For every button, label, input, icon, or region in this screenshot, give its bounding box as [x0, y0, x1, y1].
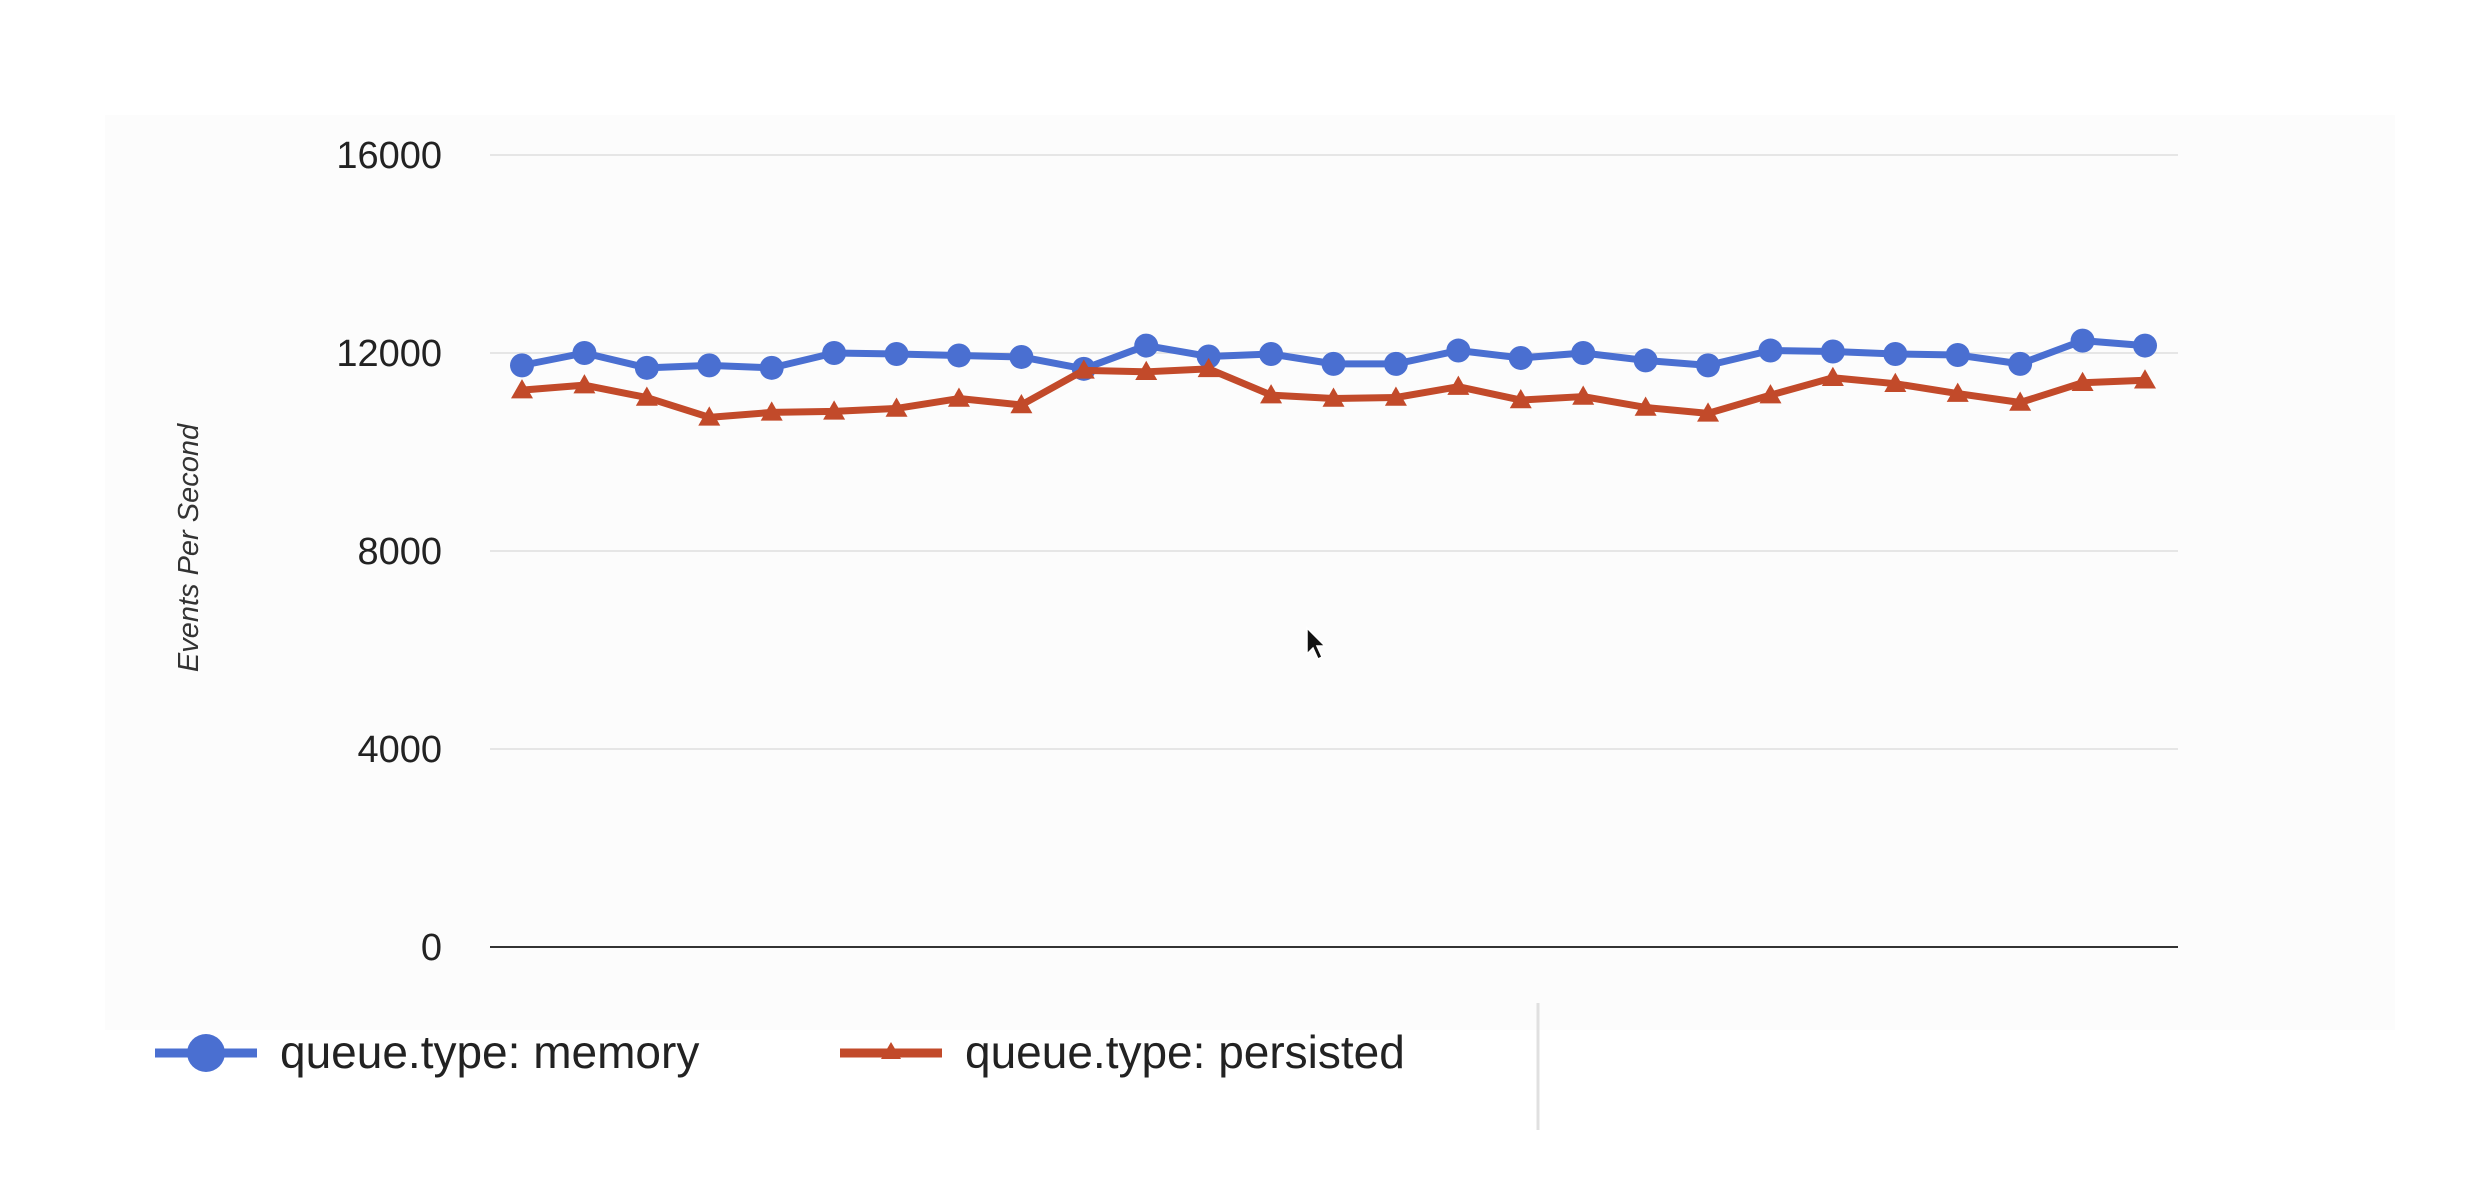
- data-point: [1508, 345, 1533, 370]
- data-point: [2071, 371, 2094, 391]
- data-point: [760, 401, 783, 421]
- data-point: [2009, 391, 2032, 411]
- data-point: [2008, 351, 2033, 376]
- data-point: [572, 341, 597, 365]
- data-point: [1384, 386, 1407, 406]
- data-point: [1821, 366, 1844, 386]
- data-point: [1883, 341, 1908, 366]
- data-point: [1197, 357, 1220, 378]
- data-point: [822, 341, 847, 365]
- data-point: [1509, 389, 1532, 409]
- data-point: [634, 355, 659, 380]
- data-point: [885, 397, 908, 417]
- legend-item: queue.type: memory: [155, 1026, 699, 1078]
- y-tick-label: 8000: [357, 531, 442, 573]
- data-point: [511, 379, 533, 399]
- data-point: [573, 374, 596, 394]
- data-point: [1134, 333, 1159, 358]
- data-point: [1260, 384, 1283, 404]
- data-point: [1383, 351, 1408, 376]
- y-tick-label: 0: [421, 927, 442, 969]
- data-point: [1010, 393, 1033, 414]
- y-axis-label: Events Per Second: [173, 423, 205, 672]
- data-point: [510, 353, 534, 378]
- legend-label: queue.type: memory: [280, 1026, 699, 1078]
- data-point: [698, 406, 721, 426]
- data-point: [759, 355, 784, 380]
- y-tick-label: 12000: [336, 333, 442, 375]
- data-point: [1759, 384, 1782, 404]
- data-point: [1446, 338, 1471, 363]
- legend-marker-icon: [881, 1042, 901, 1059]
- y-axis-ticks: 0 4000 8000 12000 16000: [336, 135, 442, 969]
- data-point: [1758, 338, 1783, 363]
- data-point: [1884, 372, 1907, 392]
- legend: queue.type: memory queue.type: persisted: [155, 1026, 1405, 1078]
- data-point: [2133, 333, 2157, 358]
- legend-label: queue.type: persisted: [965, 1026, 1405, 1078]
- data-point: [1946, 382, 1969, 402]
- data-point: [1571, 341, 1596, 365]
- mouse-cursor-icon: [1306, 626, 1327, 661]
- chart-panel-background: [105, 115, 2395, 1030]
- series-lines: [510, 328, 2157, 426]
- data-point: [1322, 387, 1345, 407]
- data-point: [1196, 344, 1221, 369]
- data-point: [635, 386, 658, 406]
- data-point: [884, 341, 909, 366]
- data-point: [1945, 342, 1970, 367]
- data-point: [823, 400, 846, 420]
- data-point: [1135, 360, 1158, 381]
- series-persisted: [511, 357, 2156, 426]
- data-point: [1696, 353, 1721, 378]
- y-tick-label: 4000: [357, 729, 442, 771]
- data-point: [1633, 348, 1658, 373]
- data-point: [1447, 375, 1470, 395]
- data-point: [2134, 369, 2156, 389]
- data-point: [2070, 328, 2095, 353]
- y-tick-label: 16000: [336, 135, 442, 177]
- data-point: [697, 353, 722, 378]
- series-memory: [510, 328, 2157, 381]
- data-point: [1259, 341, 1284, 366]
- data-point: [1321, 351, 1346, 376]
- legend-item: queue.type: persisted: [840, 1026, 1405, 1078]
- data-point: [1820, 339, 1845, 364]
- data-point: [1697, 402, 1720, 422]
- data-point: [947, 387, 970, 407]
- legend-marker-icon: [187, 1034, 225, 1072]
- data-point: [946, 343, 971, 368]
- data-point: [1072, 359, 1095, 379]
- data-point: [1634, 396, 1657, 416]
- data-point: [1009, 344, 1034, 369]
- data-point: [1572, 385, 1595, 405]
